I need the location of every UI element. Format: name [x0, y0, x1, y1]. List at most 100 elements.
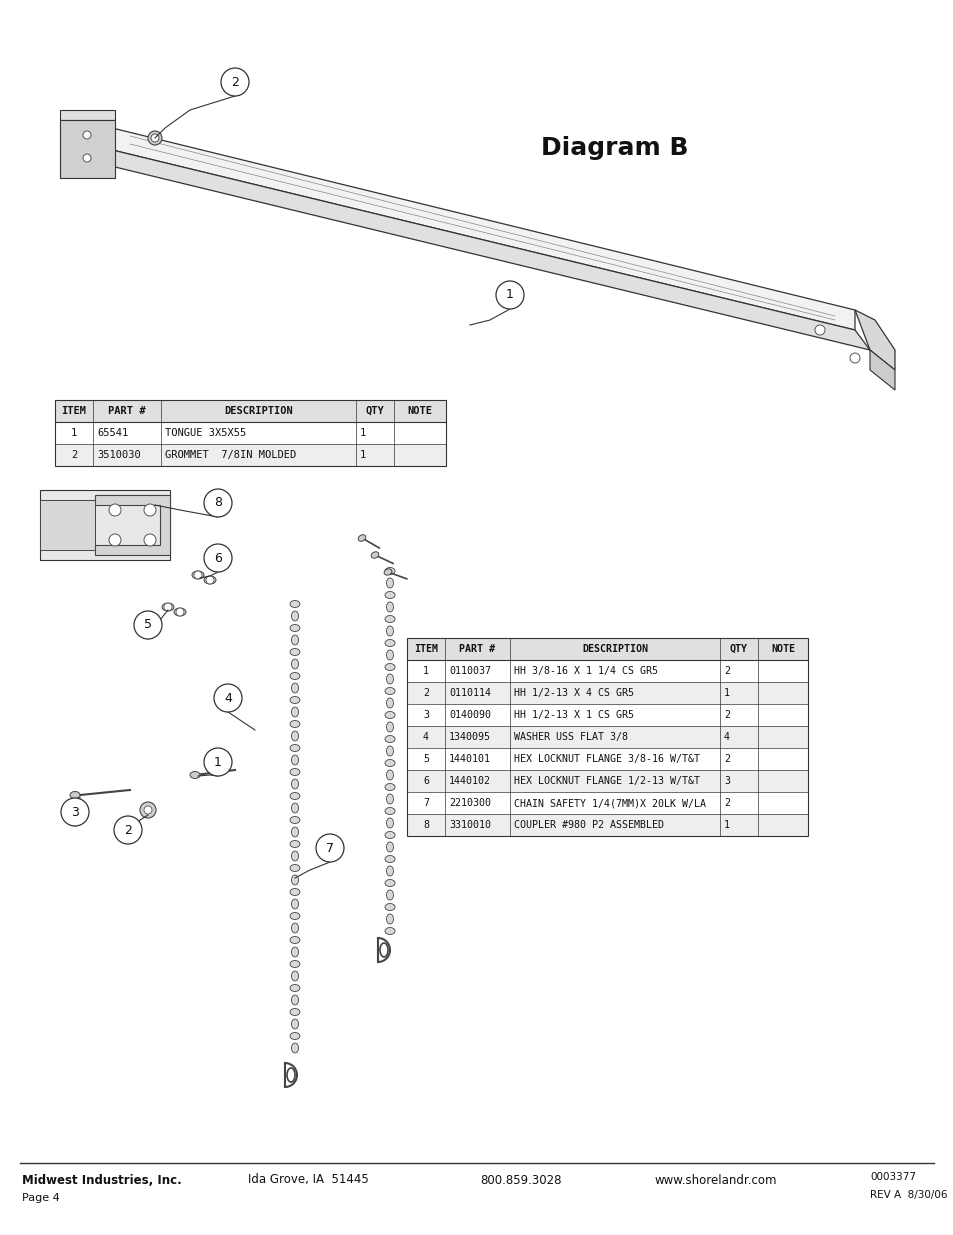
Circle shape [204, 748, 232, 776]
Bar [55, 400, 446, 466]
Text: 2210300: 2210300 [449, 798, 491, 808]
Ellipse shape [385, 688, 395, 694]
Ellipse shape [385, 927, 395, 935]
Ellipse shape [386, 794, 393, 804]
Ellipse shape [385, 711, 395, 719]
Ellipse shape [385, 856, 395, 862]
Text: 3510030: 3510030 [97, 450, 141, 459]
Text: 0110114: 0110114 [449, 688, 491, 698]
Ellipse shape [290, 745, 299, 752]
Ellipse shape [386, 842, 393, 852]
Ellipse shape [292, 611, 298, 621]
Text: www.shorelandr.com: www.shorelandr.com [655, 1173, 777, 1187]
Ellipse shape [386, 578, 393, 588]
Ellipse shape [290, 720, 299, 727]
Circle shape [496, 282, 523, 309]
Ellipse shape [292, 827, 298, 837]
Ellipse shape [292, 851, 298, 861]
Ellipse shape [385, 760, 395, 767]
Ellipse shape [290, 768, 299, 776]
Circle shape [53, 513, 77, 537]
Ellipse shape [292, 706, 298, 718]
Text: GROMMET  7/8IN MOLDED: GROMMET 7/8IN MOLDED [165, 450, 296, 459]
Circle shape [83, 154, 91, 162]
Text: 8: 8 [213, 496, 222, 510]
Circle shape [61, 798, 89, 826]
Ellipse shape [290, 625, 299, 631]
Ellipse shape [290, 936, 299, 944]
Ellipse shape [292, 659, 298, 669]
Circle shape [148, 131, 162, 144]
Text: 1: 1 [505, 289, 514, 301]
Text: 4: 4 [422, 732, 429, 742]
Circle shape [144, 806, 152, 814]
Text: 1340095: 1340095 [449, 732, 491, 742]
Ellipse shape [290, 793, 299, 799]
Ellipse shape [290, 600, 299, 608]
Circle shape [221, 68, 249, 96]
Ellipse shape [385, 808, 395, 815]
Text: 65541: 65541 [97, 429, 128, 438]
Ellipse shape [292, 683, 298, 693]
Ellipse shape [292, 1044, 298, 1053]
Bar [407, 638, 807, 836]
Ellipse shape [385, 736, 395, 742]
Ellipse shape [386, 674, 393, 684]
Text: 7: 7 [326, 841, 334, 855]
Text: DESCRIPTION: DESCRIPTION [581, 643, 647, 655]
Text: 7: 7 [422, 798, 429, 808]
Ellipse shape [386, 626, 393, 636]
Text: HH 3/8-16 X 1 1/4 CS GR5: HH 3/8-16 X 1 1/4 CS GR5 [514, 666, 658, 676]
Ellipse shape [292, 923, 298, 932]
Text: Ida Grove, IA  51445: Ida Grove, IA 51445 [248, 1173, 369, 1187]
Ellipse shape [386, 698, 393, 708]
Text: 2: 2 [71, 450, 77, 459]
Ellipse shape [385, 640, 395, 646]
Polygon shape [60, 110, 115, 120]
Circle shape [814, 325, 824, 335]
Text: 1: 1 [723, 820, 729, 830]
Text: HH 1/2-13 X 1 CS GR5: HH 1/2-13 X 1 CS GR5 [514, 710, 634, 720]
Ellipse shape [290, 697, 299, 704]
Text: 6: 6 [213, 552, 222, 564]
Ellipse shape [385, 663, 395, 671]
Circle shape [164, 603, 172, 611]
Text: 2: 2 [124, 824, 132, 836]
Ellipse shape [190, 772, 200, 778]
Text: TONGUE 3X5X55: TONGUE 3X5X55 [165, 429, 246, 438]
Ellipse shape [290, 816, 299, 824]
Ellipse shape [292, 995, 298, 1005]
Bar [407, 814, 807, 836]
Bar [55, 400, 446, 422]
Ellipse shape [292, 731, 298, 741]
Ellipse shape [292, 1019, 298, 1029]
Ellipse shape [385, 568, 395, 574]
Ellipse shape [357, 535, 365, 541]
Text: WASHER USS FLAT 3/8: WASHER USS FLAT 3/8 [514, 732, 627, 742]
Ellipse shape [386, 746, 393, 756]
Ellipse shape [386, 722, 393, 732]
Text: 3: 3 [71, 805, 79, 819]
Circle shape [45, 505, 85, 545]
Text: ITEM: ITEM [414, 643, 437, 655]
Text: REV A  8/30/06: REV A 8/30/06 [869, 1191, 946, 1200]
Circle shape [151, 135, 159, 142]
Ellipse shape [386, 818, 393, 827]
Text: 1: 1 [213, 756, 222, 768]
Ellipse shape [386, 769, 393, 781]
Text: 1: 1 [723, 688, 729, 698]
Ellipse shape [386, 914, 393, 924]
Text: NOTE: NOTE [770, 643, 794, 655]
Text: 5: 5 [422, 755, 429, 764]
Ellipse shape [290, 1009, 299, 1015]
Circle shape [109, 534, 121, 546]
Ellipse shape [290, 1032, 299, 1040]
Text: 0003377: 0003377 [869, 1172, 915, 1182]
Circle shape [113, 816, 142, 844]
Text: HEX LOCKNUT FLANGE 3/8-16 W/T&T: HEX LOCKNUT FLANGE 3/8-16 W/T&T [514, 755, 700, 764]
Ellipse shape [292, 876, 298, 885]
Text: DESCRIPTION: DESCRIPTION [224, 406, 293, 416]
Polygon shape [854, 310, 894, 370]
Circle shape [83, 131, 91, 140]
Circle shape [144, 534, 156, 546]
